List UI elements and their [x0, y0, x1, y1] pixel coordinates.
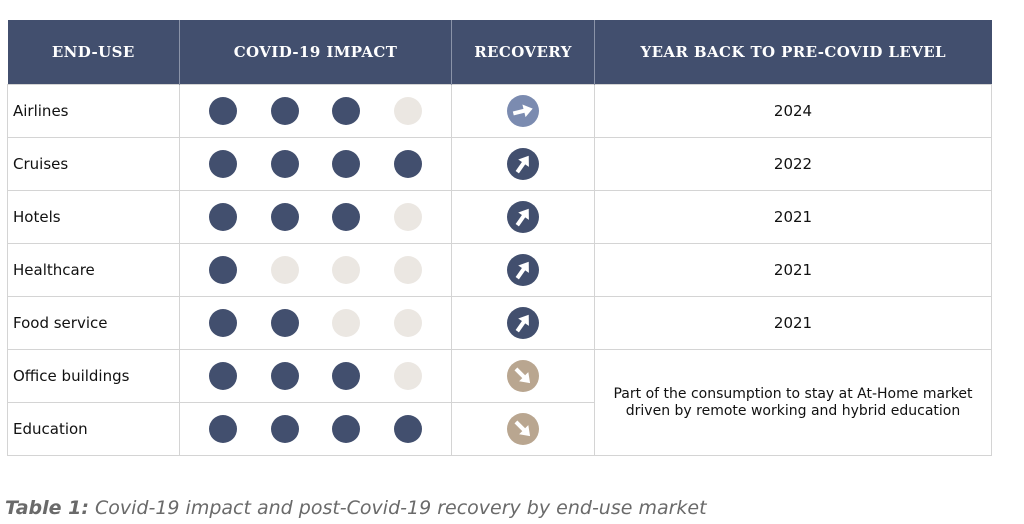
year-cell: 2021	[594, 243, 992, 297]
recovery-cell	[451, 137, 595, 191]
impact-dot-empty	[394, 97, 423, 125]
recovery-cell	[451, 190, 595, 244]
impact-dot-filled	[270, 97, 299, 125]
impact-dot-empty	[394, 203, 423, 231]
recovery-arrow-icon	[507, 307, 539, 339]
impact-dot-filled	[270, 203, 299, 231]
year-cell: 2022	[594, 137, 992, 191]
impact-dot-filled	[394, 150, 423, 178]
header-row: END-USE COVID-19 IMPACT RECOVERY YEAR BA…	[7, 20, 992, 85]
impact-dot-empty	[332, 309, 361, 337]
recovery-arrow-icon	[507, 201, 539, 233]
impact-dot-filled	[270, 362, 299, 390]
end-use-cell: Food service	[7, 296, 180, 350]
impact-dot-filled	[208, 97, 237, 125]
impact-dot-filled	[332, 150, 361, 178]
merged-note-cell: Part of the consumption to stay at At-Ho…	[594, 349, 992, 456]
end-use-cell: Healthcare	[7, 243, 180, 297]
impact-dot-filled	[208, 256, 237, 284]
caption-text: Covid-19 impact and post-Covid-19 recove…	[88, 497, 707, 519]
impact-dot-filled	[332, 97, 361, 125]
table-caption: Table 1: Covid-19 impact and post-Covid-…	[5, 497, 707, 519]
impact-dot-filled	[270, 309, 299, 337]
impact-dot-filled	[332, 203, 361, 231]
impact-dot-empty	[394, 309, 423, 337]
impact-cell	[179, 402, 452, 456]
year-cell: 2021	[594, 190, 992, 244]
recovery-arrow-icon	[507, 254, 539, 286]
recovery-cell	[451, 84, 595, 138]
table-row: Airlines 2024	[7, 84, 992, 138]
impact-cell	[179, 137, 452, 191]
impact-dot-filled	[394, 415, 423, 443]
impact-dot-filled	[208, 362, 237, 390]
impact-table: END-USE COVID-19 IMPACT RECOVERY YEAR BA…	[7, 20, 992, 456]
recovery-arrow-icon	[507, 95, 539, 127]
impact-cell	[179, 296, 452, 350]
impact-rating	[180, 362, 451, 390]
end-use-cell: Office buildings	[7, 349, 180, 403]
impact-dot-filled	[270, 415, 299, 443]
impact-rating	[180, 309, 451, 337]
recovery-cell	[451, 296, 595, 350]
impact-rating	[180, 256, 451, 284]
end-use-cell: Airlines	[7, 84, 180, 138]
impact-rating	[180, 415, 451, 443]
table-row: Healthcare 2021	[7, 243, 992, 297]
impact-cell	[179, 84, 452, 138]
impact-cell	[179, 243, 452, 297]
end-use-cell: Hotels	[7, 190, 180, 244]
year-cell: 2021	[594, 296, 992, 350]
table-row: Cruises 2022	[7, 137, 992, 191]
recovery-arrow-icon	[507, 148, 539, 180]
header-recovery: RECOVERY	[451, 20, 595, 85]
impact-rating	[180, 203, 451, 231]
table-row: Office buildings Part of the consumption …	[7, 349, 992, 456]
end-use-cell: Cruises	[7, 137, 180, 191]
header-end-use: END-USE	[7, 20, 180, 85]
impact-dot-filled	[208, 203, 237, 231]
impact-dot-filled	[332, 362, 361, 390]
end-use-cell: Education	[7, 402, 180, 456]
impact-cell	[179, 349, 452, 403]
recovery-arrow-icon	[507, 360, 539, 392]
impact-dot-filled	[208, 415, 237, 443]
table-row: Hotels 2021	[7, 190, 992, 244]
caption-label: Table 1:	[5, 497, 89, 519]
impact-dot-empty	[394, 362, 423, 390]
impact-dot-empty	[332, 256, 361, 284]
table-row: Food service 2021	[7, 296, 992, 350]
year-cell: 2024	[594, 84, 992, 138]
impact-dot-filled	[332, 415, 361, 443]
impact-dot-filled	[208, 150, 237, 178]
header-year-back: YEAR BACK TO PRE-COVID LEVEL	[594, 20, 992, 85]
impact-cell	[179, 190, 452, 244]
impact-dot-empty	[394, 256, 423, 284]
impact-rating	[180, 150, 451, 178]
recovery-arrow-icon	[507, 413, 539, 445]
recovery-cell	[451, 402, 595, 456]
recovery-cell	[451, 243, 595, 297]
impact-dot-filled	[270, 150, 299, 178]
impact-dot-empty	[270, 256, 299, 284]
table-row: Education	[7, 402, 992, 456]
recovery-cell	[451, 349, 595, 403]
impact-rating	[180, 97, 451, 125]
header-covid-impact: COVID-19 IMPACT	[179, 20, 452, 85]
impact-dot-filled	[208, 309, 237, 337]
